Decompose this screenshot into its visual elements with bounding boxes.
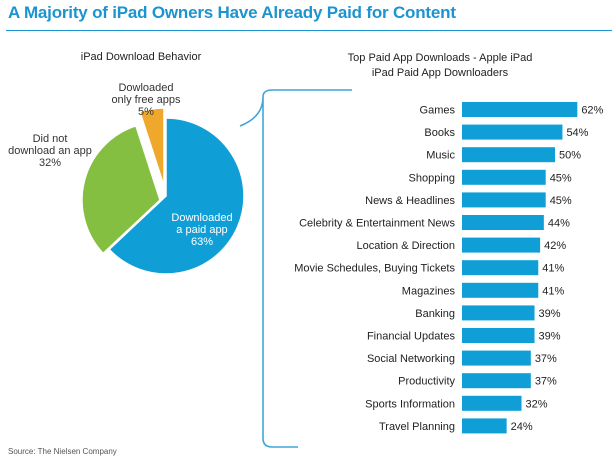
bar-category-label: Location & Direction [357, 240, 455, 252]
pie-label-line: Dowloaded [118, 82, 174, 94]
bar-value-label: 42% [544, 240, 566, 252]
pie-label-line: a paid app [176, 224, 228, 236]
pie-label-line: 63% [190, 236, 214, 248]
bar-category-label: Games [420, 105, 456, 117]
bar-category-label: Books [424, 127, 455, 139]
pie-slice-paid [108, 117, 245, 275]
pie-slice-free-only [138, 107, 165, 187]
bar [462, 373, 531, 389]
bar-category-label: Shopping [409, 172, 456, 184]
bracket-connector [239, 89, 352, 448]
bar-value-label: 41% [542, 263, 564, 275]
source-note: Source: The Nielsen Company [8, 447, 117, 456]
pie-label-free-only: Dowloaded only free apps 5% [100, 82, 192, 118]
bar-category-label: Movie Schedules, Buying Tickets [294, 263, 455, 275]
bar-category-label: Productivity [398, 376, 455, 388]
bar-category-label: Banking [415, 308, 455, 320]
bar-value-label: 44% [548, 218, 570, 230]
bar [462, 124, 563, 140]
bar [462, 328, 535, 343]
bar-value-label: 45% [550, 172, 572, 184]
bar [462, 282, 539, 298]
bar-category-label: Travel Planning [379, 421, 455, 433]
pie-label-line: download an app [8, 145, 92, 157]
title-divider [6, 30, 612, 31]
bar-value-label: 24% [511, 421, 533, 433]
bar [462, 237, 541, 253]
bar-category-label: News & Headlines [365, 195, 455, 207]
pie-chart-title: iPad Download Behavior [80, 51, 202, 63]
pie-label-line: only free apps [111, 94, 181, 106]
bar-value-label: 54% [566, 127, 588, 139]
bar-value-label: 62% [581, 105, 603, 117]
bar-value-label: 45% [550, 195, 572, 207]
bar-category-label: Financial Updates [367, 331, 456, 343]
bar-category-label: Sports Information [365, 398, 455, 410]
bar [462, 260, 539, 276]
bar-value-label: 32% [526, 398, 548, 410]
pie-label-line: 32% [38, 157, 62, 169]
bar [462, 395, 522, 411]
bar-category-label: Magazines [402, 285, 456, 297]
pie-label-line: 5% [138, 106, 154, 118]
bar-value-label: 37% [535, 353, 557, 365]
bar-category-label: Music [426, 150, 455, 162]
bar [462, 192, 546, 208]
bar-value-label: 39% [539, 308, 561, 320]
bar-chart-title: Top Paid App Downloads - Apple iPad [347, 52, 533, 64]
bar-value-label: 39% [539, 331, 561, 343]
pie-label-paid: Downloaded a paid app 63% [160, 212, 244, 248]
pie-label-line: Downloaded [171, 212, 233, 224]
bar [462, 147, 555, 163]
pie-slice-not-downloaded [81, 124, 161, 255]
bar [462, 102, 578, 117]
bar-category-label: Celebrity & Entertainment News [299, 218, 455, 230]
bar-chart-title-block: Top Paid App Downloads - Apple iPad iPad… [300, 51, 580, 81]
bar [462, 215, 544, 230]
bar [462, 169, 546, 185]
bar-value-label: 50% [559, 150, 581, 162]
bar [462, 418, 507, 434]
bar-value-label: 41% [542, 285, 564, 297]
pie-label-not-downloaded: Did not download an app 32% [2, 133, 98, 169]
bar-chart-subtitle: iPad Paid App Downloaders [371, 67, 509, 79]
pie-label-line: Did not [32, 133, 68, 145]
page-title: A Majority of iPad Owners Have Already P… [8, 3, 456, 22]
bar-value-label: 37% [535, 376, 557, 388]
bar [462, 305, 535, 321]
bar-category-label: Social Networking [367, 353, 455, 365]
bar [462, 350, 531, 366]
